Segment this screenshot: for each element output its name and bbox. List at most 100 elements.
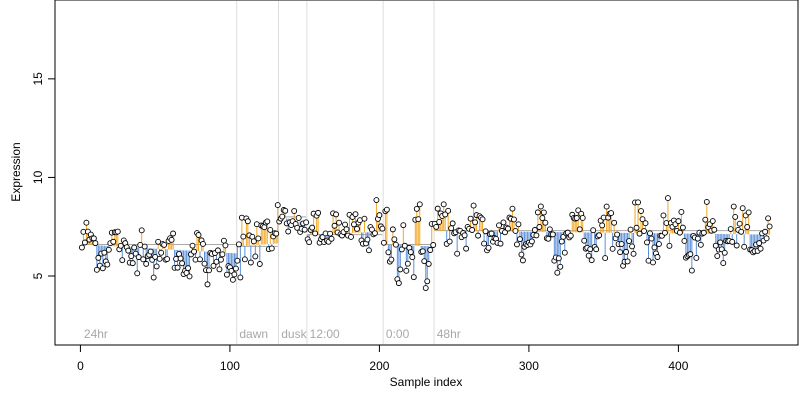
data-point (291, 208, 298, 214)
data-point (234, 257, 241, 264)
data-point (409, 254, 416, 261)
data-point (252, 253, 259, 260)
data-point (219, 251, 226, 258)
data-point (678, 209, 685, 215)
data-point (342, 221, 348, 228)
data-point (424, 278, 431, 285)
data-point (125, 247, 132, 254)
data-point (371, 230, 378, 237)
data-point (147, 248, 154, 255)
data-point (273, 230, 280, 237)
data-point (114, 228, 121, 235)
data-point (537, 203, 544, 210)
data-point (639, 216, 646, 223)
data-point (400, 222, 407, 229)
data-point (588, 257, 595, 264)
data-point (348, 233, 354, 240)
data-point (189, 242, 196, 249)
data-point (128, 253, 135, 260)
data-point (475, 232, 482, 239)
data-point (664, 195, 671, 202)
data-point (727, 226, 734, 232)
segment-label: 0:00 (386, 327, 410, 341)
data-point (295, 215, 302, 221)
data-point (195, 232, 202, 238)
data-point (410, 274, 417, 281)
data-point (765, 215, 772, 222)
data-point (383, 206, 390, 213)
data-point (555, 255, 562, 262)
data-point (721, 249, 728, 256)
data-point (134, 270, 141, 277)
data-point (614, 231, 621, 238)
data-point (738, 228, 745, 235)
x-axis: 0 100 200 300 400 (77, 344, 689, 373)
data-point (177, 255, 184, 262)
data-point (373, 197, 380, 203)
data-point (485, 244, 492, 251)
data-point (232, 265, 239, 272)
data-point (156, 255, 163, 262)
segment-label: 12:00 (310, 327, 340, 341)
data-point (511, 216, 517, 223)
data-point (603, 203, 610, 210)
data-point (442, 211, 449, 218)
data-point (763, 235, 770, 242)
data-point (702, 216, 709, 223)
data-point (416, 201, 423, 208)
data-point (222, 242, 229, 249)
data-point (729, 238, 736, 245)
y-tick-label: 10 (31, 170, 45, 184)
data-point (660, 212, 667, 219)
data-point (119, 257, 126, 264)
data-point (741, 243, 748, 250)
data-point (650, 259, 656, 266)
data-point (579, 214, 586, 221)
data-point (179, 260, 186, 267)
data-point (711, 226, 718, 233)
data-point (534, 209, 541, 216)
y-tick-label: 15 (31, 72, 45, 86)
data-point (204, 281, 211, 288)
data-point (590, 227, 597, 234)
data-point (398, 246, 405, 253)
data-point (675, 218, 682, 225)
data-point (627, 226, 634, 233)
data-point (745, 209, 752, 216)
data-point (545, 235, 552, 242)
data-point (549, 231, 556, 238)
data-point (481, 240, 488, 247)
data-series (78, 195, 773, 292)
data-point (479, 216, 486, 223)
data-point (93, 266, 100, 273)
data-point (596, 232, 603, 239)
data-point (766, 223, 773, 230)
data-point (557, 263, 564, 270)
data-point (220, 237, 227, 244)
data-point (197, 256, 203, 263)
x-tick-label: 0 (77, 359, 84, 373)
data-point (174, 264, 181, 271)
data-point (609, 245, 616, 252)
data-point (515, 221, 522, 228)
data-point (744, 224, 751, 230)
data-point (488, 230, 495, 237)
data-point (229, 276, 236, 283)
data-point (264, 218, 271, 225)
data-point (449, 220, 456, 227)
data-point (644, 239, 650, 246)
data-point (513, 241, 520, 248)
data-point (331, 222, 338, 229)
data-point (467, 215, 474, 222)
data-point (676, 229, 683, 236)
data-point (528, 238, 535, 245)
data-point (757, 245, 764, 252)
data-point (712, 242, 719, 249)
data-point (170, 230, 177, 237)
y-tick-label: 5 (31, 272, 45, 279)
data-point (730, 203, 737, 210)
data-point (206, 267, 212, 274)
data-point (599, 222, 606, 229)
data-point (267, 227, 274, 233)
